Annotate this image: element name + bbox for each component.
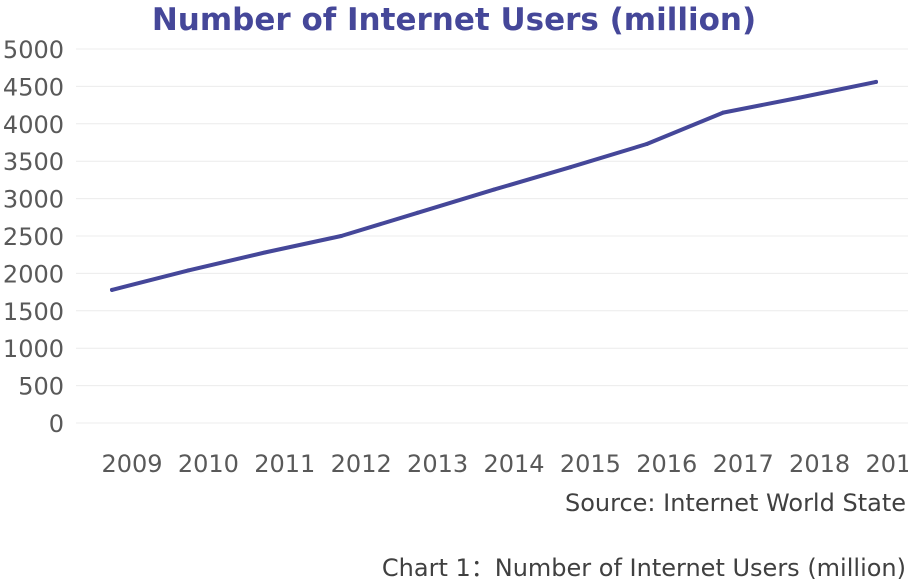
y-tick-label: 5000 [3,36,64,64]
x-tick-label: 2015 [560,450,621,478]
data-point [644,142,649,146]
x-tick-label: 2019 [865,450,908,478]
x-tick-label: 2014 [483,450,544,478]
data-point [797,95,802,100]
chart-title: Number of Internet Users (million) [151,2,757,38]
data-point [415,210,420,215]
data-point [568,165,573,170]
data-point [110,287,114,292]
y-tick-label: 1500 [3,298,64,326]
source-note: Source: Internet World State [564,489,906,517]
chart-caption: Chart 1：Number of Internet Users (millio… [381,554,906,582]
x-tick-label: 2016 [636,450,697,478]
gridlines [76,48,908,424]
x-tick-label: 2012 [331,450,392,478]
series-line [110,79,878,292]
x-tick-label: 2010 [178,450,239,478]
data-point [874,79,878,84]
y-tick-label: 1000 [3,335,64,363]
y-tick-label: 3000 [3,186,64,214]
x-tick-label: 2013 [407,450,468,478]
y-tick-label: 500 [18,373,64,401]
x-axis-ticks: 2009 2010 2011 2012 2013 2014 2015 2016 2017 2018… [101,450,908,478]
y-tick-label: 3500 [3,148,64,176]
y-tick-label: 0 [49,410,64,438]
data-point [186,268,191,273]
x-tick-label: 2018 [789,450,850,478]
y-axis-ticks: 0 500 1000 1500 2000 2500 3000 3500 4000 4500 5000 [3,36,64,438]
data-point [721,110,726,115]
x-tick-label: 2009 [101,450,162,478]
x-tick-label: 2017 [713,450,774,478]
data-point [339,234,344,238]
series-layer [110,79,878,292]
y-tick-label: 4500 [3,73,64,101]
y-tick-label: 2000 [3,260,64,288]
y-tick-label: 4000 [3,111,64,139]
data-point [262,250,267,255]
x-tick-label: 2011 [254,450,315,478]
y-tick-label: 2500 [3,223,64,251]
data-point [492,187,496,192]
